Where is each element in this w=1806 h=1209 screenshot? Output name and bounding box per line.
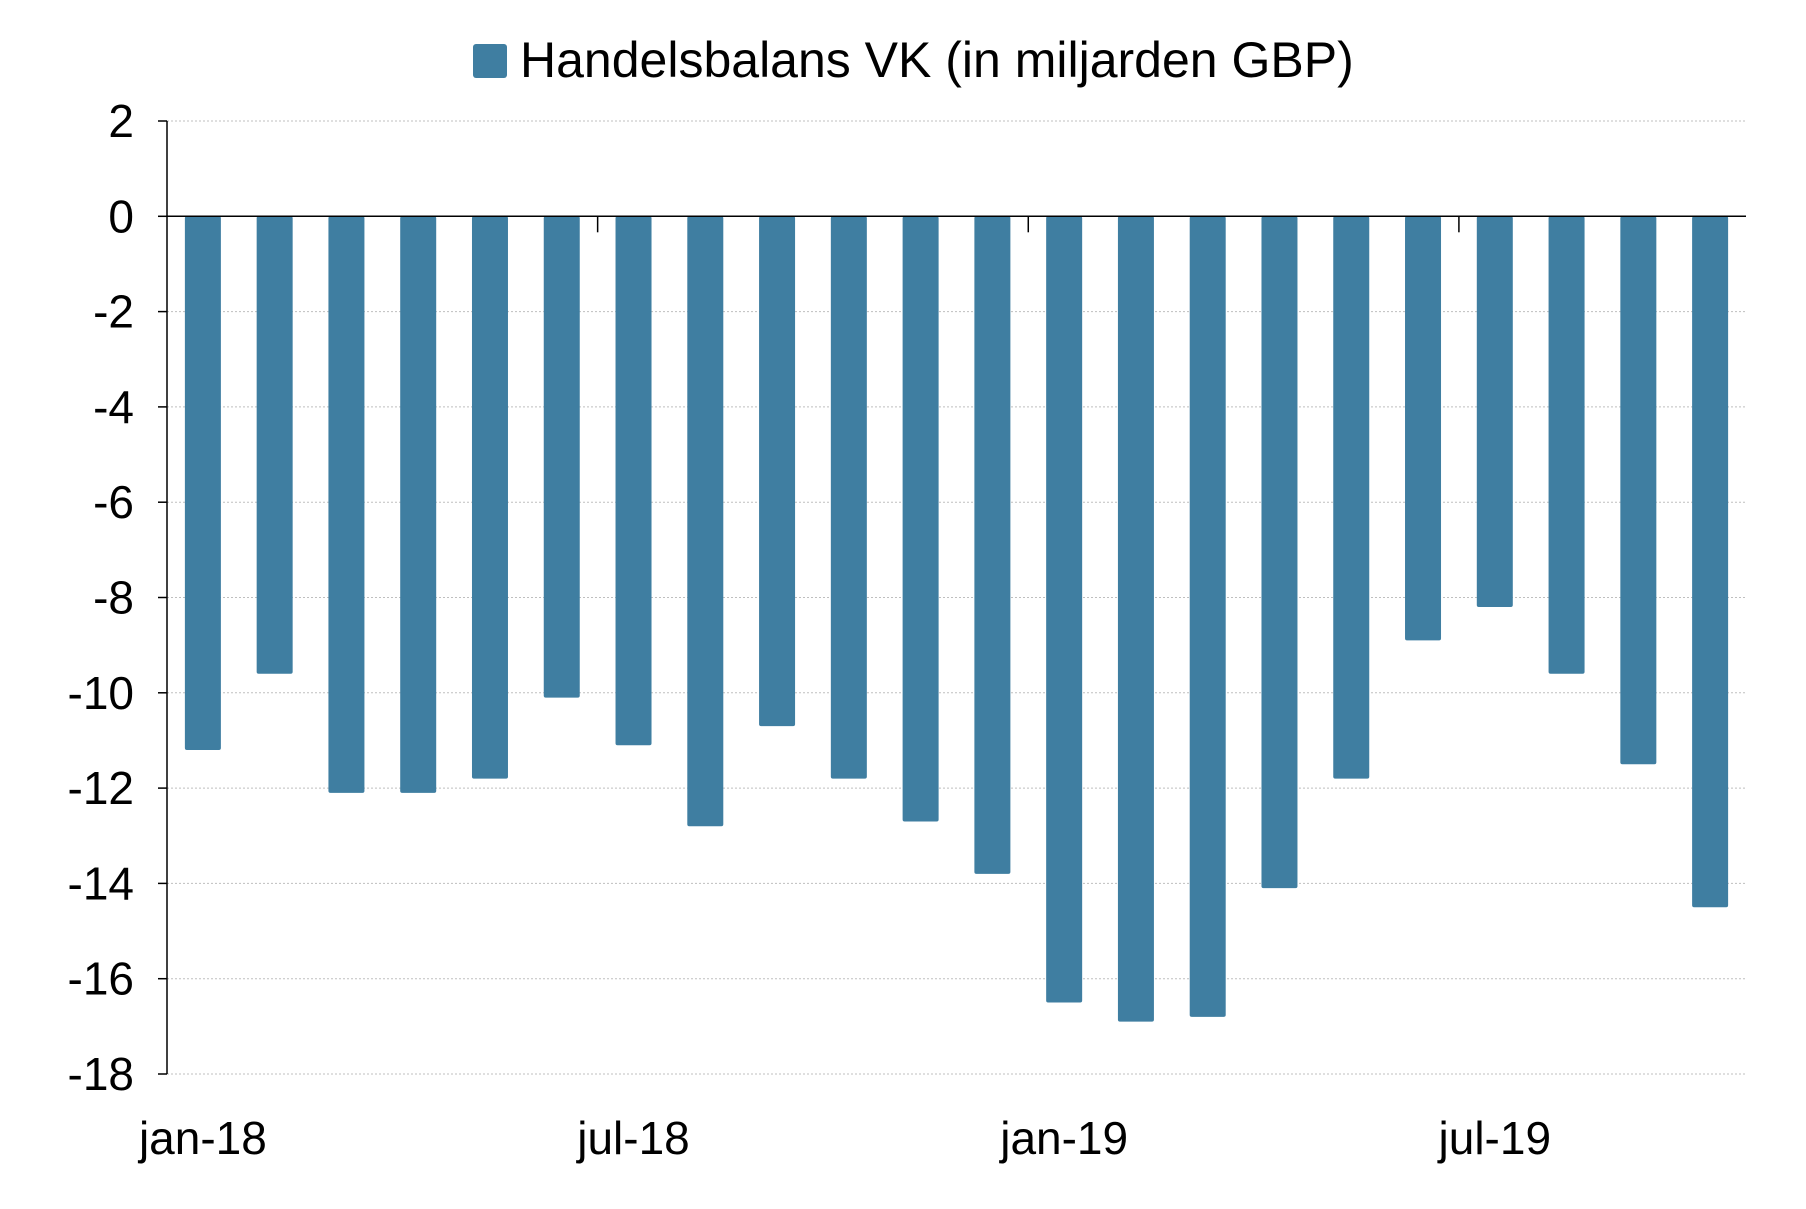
legend: Handelsbalans VK (in miljarden GBP): [473, 32, 1354, 88]
bar-jun-19: [1405, 216, 1442, 641]
x-tick-label: jan-19: [998, 1112, 1128, 1164]
bar-jul-18: [615, 216, 652, 746]
bar-mei-19: [1333, 216, 1370, 779]
bar-mrt-19: [1189, 216, 1226, 1017]
bar-jan-18: [184, 216, 221, 750]
y-tick-label: -14: [68, 857, 134, 909]
y-tick-label: -16: [68, 953, 134, 1005]
x-tick-labels: jan-18 jul-18 jan-19 jul-19: [137, 1112, 1551, 1164]
gridlines: [167, 120, 1746, 1075]
bar-mei-18: [471, 216, 508, 779]
legend-swatch: [473, 44, 507, 78]
bar-apr-19: [1261, 216, 1298, 889]
bars: [184, 216, 1729, 1022]
bar-aug-18: [687, 216, 724, 827]
y-tick-label: 0: [108, 190, 134, 242]
axes: [158, 120, 1746, 1075]
bar-sep-18: [759, 216, 796, 727]
bar-okt-19: [1692, 216, 1729, 908]
bar-sep-19: [1620, 216, 1657, 765]
y-tick-labels: 2 0 -2 -4 -6 -8 -10 -12 -14 -16 -18: [68, 95, 134, 1100]
y-tick-label: -4: [93, 381, 134, 433]
x-tick-label: jan-18: [137, 1112, 267, 1164]
x-tick-label: jul-19: [1437, 1112, 1552, 1164]
bar-mrt-18: [328, 216, 365, 793]
bar-aug-19: [1548, 216, 1585, 674]
y-tick-label: -2: [93, 286, 134, 338]
bar-nov-18: [902, 216, 939, 822]
bar-okt-18: [830, 216, 867, 779]
y-tick-label: 2: [108, 95, 134, 147]
y-tick-label: -8: [93, 572, 134, 624]
bar-dec-18: [974, 216, 1011, 874]
bar-feb-18: [256, 216, 293, 674]
y-tick-label: -18: [68, 1048, 134, 1100]
y-tick-label: -12: [68, 762, 134, 814]
bar-jul-19: [1476, 216, 1513, 608]
legend-label: Handelsbalans VK (in miljarden GBP): [520, 32, 1354, 88]
y-tick-label: -10: [68, 667, 134, 719]
bar-jan-19: [1046, 216, 1083, 1003]
bar-apr-18: [400, 216, 437, 793]
y-tick-label: -6: [93, 476, 134, 528]
x-tick-label: jul-18: [575, 1112, 690, 1164]
bar-feb-19: [1117, 216, 1154, 1022]
bar-jun-18: [543, 216, 580, 698]
